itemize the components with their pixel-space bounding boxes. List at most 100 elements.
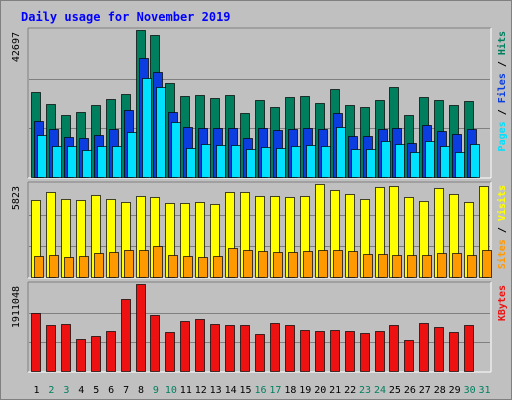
bar-sites-day-19 — [303, 251, 313, 278]
kbytes-scale-label: 1911048 — [11, 286, 22, 328]
day-label-2: 2 — [48, 385, 54, 396]
visits-sites-scale-label: 5823 — [11, 186, 22, 210]
bar-kbytes-day-10 — [165, 332, 175, 372]
bar-sites-day-26 — [407, 255, 417, 278]
legend-entry: Sites — [496, 239, 508, 269]
day-label-15: 15 — [240, 385, 252, 396]
bar-sites-day-1 — [34, 256, 44, 278]
bar-sites-day-11 — [183, 256, 193, 278]
kbytes-panel: 1911048 KBytes — [11, 281, 508, 373]
bar-pages-day-4 — [82, 150, 92, 178]
day-label-29: 29 — [449, 385, 461, 396]
bar-sites-day-10 — [168, 255, 178, 278]
day-label-10: 10 — [165, 385, 177, 396]
bar-pages-day-15 — [246, 149, 256, 178]
day-label-28: 28 — [434, 385, 446, 396]
bar-kbytes-day-8 — [136, 284, 146, 372]
bar-kbytes-day-22 — [345, 331, 355, 372]
day-label-1: 1 — [33, 385, 39, 396]
bar-pages-day-14 — [231, 145, 241, 178]
bar-kbytes-day-20 — [315, 331, 325, 372]
day-label-16: 16 — [254, 385, 266, 396]
bar-sites-day-22 — [348, 251, 358, 278]
bar-pages-day-27 — [425, 141, 435, 178]
day-label-25: 25 — [389, 385, 401, 396]
day-label-21: 21 — [329, 385, 341, 396]
bar-sites-day-31 — [482, 250, 492, 278]
day-label-13: 13 — [210, 385, 222, 396]
bar-pages-day-10 — [171, 122, 181, 178]
bar-sites-day-4 — [79, 256, 89, 278]
bar-kbytes-day-11 — [180, 321, 190, 372]
bar-pages-day-24 — [381, 141, 391, 178]
bar-pages-day-13 — [216, 145, 226, 178]
bar-pages-day-12 — [201, 144, 211, 178]
bar-kbytes-day-30 — [464, 325, 474, 372]
bar-pages-day-22 — [351, 149, 361, 178]
bar-sites-day-23 — [363, 254, 373, 278]
bar-sites-day-9 — [153, 246, 163, 278]
day-label-18: 18 — [284, 385, 296, 396]
bar-kbytes-day-13 — [210, 324, 220, 372]
bar-sites-day-29 — [452, 253, 462, 278]
bar-kbytes-day-5 — [91, 336, 101, 372]
bar-sites-day-15 — [243, 250, 253, 278]
day-label-30: 30 — [464, 385, 476, 396]
visits-sites-panel: 5823 Sites / Visits — [11, 181, 508, 279]
legend-entry: / — [497, 221, 508, 239]
hits-files-pages-legend: Pages / Files / Hits — [496, 31, 508, 151]
bar-sites-day-12 — [198, 257, 208, 278]
day-label-5: 5 — [93, 385, 99, 396]
bar-pages-day-8 — [142, 78, 152, 178]
bar-pages-day-2 — [52, 146, 62, 178]
day-label-22: 22 — [344, 385, 356, 396]
day-labels: 1 2 3 4 5 6 7 8 9 10 11 12 13 14 15 16 17 18 19 20 21 22 23 24 2… — [33, 385, 490, 396]
kbytes-legend: KBytes — [497, 285, 508, 321]
bar-sites-day-17 — [273, 252, 283, 278]
day-label-4: 4 — [78, 385, 84, 396]
visits-sites-legend: Sites / Visits — [496, 185, 508, 269]
bar-kbytes-day-6 — [106, 331, 116, 372]
day-label-9: 9 — [153, 385, 159, 396]
day-label-3: 3 — [63, 385, 69, 396]
bar-sites-day-27 — [422, 255, 432, 278]
day-label-17: 17 — [269, 385, 281, 396]
bar-pages-day-28 — [440, 146, 450, 178]
bar-sites-day-6 — [109, 252, 119, 278]
bar-pages-day-16 — [261, 147, 271, 178]
day-label-6: 6 — [108, 385, 114, 396]
day-label-20: 20 — [314, 385, 326, 396]
bar-sites-day-2 — [49, 255, 59, 278]
bar-sites-day-3 — [64, 257, 74, 278]
bar-kbytes-day-17 — [270, 323, 280, 372]
bar-kbytes-day-3 — [61, 324, 71, 372]
bar-pages-day-20 — [321, 146, 331, 178]
day-label-23: 23 — [359, 385, 371, 396]
bar-pages-day-1 — [37, 135, 47, 178]
chart-panels: 42697 Pages / Files / Hits 5823 Sites / Vis… — [11, 27, 508, 373]
bar-kbytes-day-9 — [150, 315, 160, 372]
bar-pages-day-18 — [291, 146, 301, 178]
bar-kbytes-day-24 — [375, 331, 385, 372]
bar-kbytes-day-26 — [404, 340, 414, 372]
day-label-7: 7 — [123, 385, 129, 396]
bar-pages-day-19 — [306, 145, 316, 178]
day-label-19: 19 — [299, 385, 311, 396]
day-label-14: 14 — [225, 385, 237, 396]
bar-pages-day-5 — [97, 146, 107, 178]
day-label-11: 11 — [180, 385, 192, 396]
day-label-24: 24 — [374, 385, 386, 396]
bar-pages-day-7 — [127, 132, 137, 178]
bar-sites-day-24 — [378, 254, 388, 278]
bar-pages-day-17 — [276, 148, 286, 178]
bar-pages-day-9 — [156, 87, 166, 178]
legend-entry: Visits — [496, 185, 508, 221]
bar-sites-day-16 — [258, 251, 268, 278]
bar-kbytes-day-28 — [434, 327, 444, 372]
bar-pages-day-23 — [366, 149, 376, 178]
bar-kbytes-day-27 — [419, 323, 429, 372]
bar-sites-day-21 — [333, 250, 343, 278]
bar-kbytes-day-2 — [46, 325, 56, 372]
